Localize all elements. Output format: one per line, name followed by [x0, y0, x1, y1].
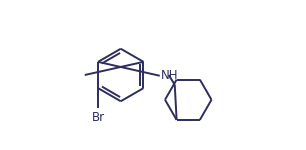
- Text: NH: NH: [161, 69, 178, 82]
- Text: Br: Br: [91, 111, 105, 124]
